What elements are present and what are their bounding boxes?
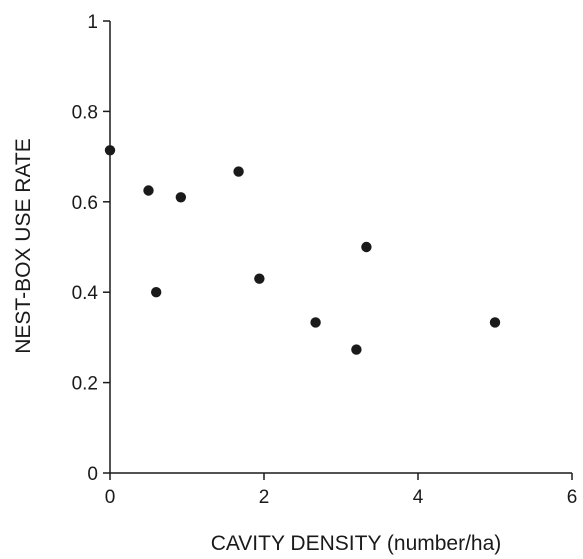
data-point — [175, 192, 187, 203]
data-point — [151, 287, 162, 298]
data-points — [104, 145, 501, 355]
axes — [109, 21, 572, 474]
y-tick-label: 0.6 — [72, 193, 98, 214]
y-tick-label: 0 — [87, 464, 98, 485]
y-axis-label: NEST-BOX USE RATE — [12, 138, 35, 354]
y-tick-label: 0.2 — [72, 374, 98, 395]
x-tick-label: 4 — [413, 487, 424, 508]
x-axis-label: CAVITY DENSITY (number/ha) — [211, 532, 502, 555]
data-point — [361, 241, 372, 253]
data-point — [489, 317, 501, 328]
data-point — [351, 344, 362, 355]
y-tick-label: 0.4 — [72, 283, 99, 304]
x-tick-label: 2 — [259, 487, 270, 508]
data-point — [233, 166, 244, 177]
y-ticks: 0 0.2 0.4 0.6 0.8 1 — [72, 12, 110, 485]
data-point — [104, 145, 116, 156]
data-point — [310, 317, 321, 328]
data-point — [143, 185, 154, 196]
x-ticks: 0 2 4 6 — [105, 473, 578, 508]
x-tick-label: 0 — [105, 487, 116, 508]
data-point — [254, 273, 265, 284]
x-tick-label: 6 — [567, 487, 578, 508]
y-tick-label: 1 — [87, 12, 98, 33]
y-tick-label: 0.8 — [72, 102, 98, 123]
